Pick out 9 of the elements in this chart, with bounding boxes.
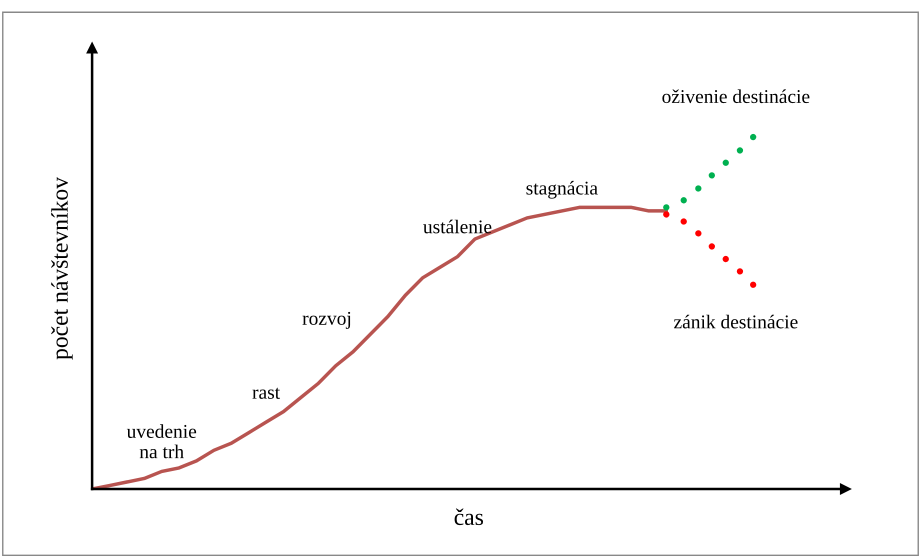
annotation: ustálenie — [423, 220, 492, 234]
text: oživenie destinácie — [662, 89, 810, 104]
annotation: stagnácia — [526, 180, 598, 199]
annotation: zánik destinácie — [674, 314, 798, 328]
annotation: uvedenie na trh — [126, 424, 196, 458]
y-axis-title: počet návštevníkov — [51, 177, 73, 360]
annotation: rast — [252, 388, 280, 399]
annotation: rozvoj — [302, 312, 350, 329]
x-axis-title: čas — [454, 508, 484, 526]
